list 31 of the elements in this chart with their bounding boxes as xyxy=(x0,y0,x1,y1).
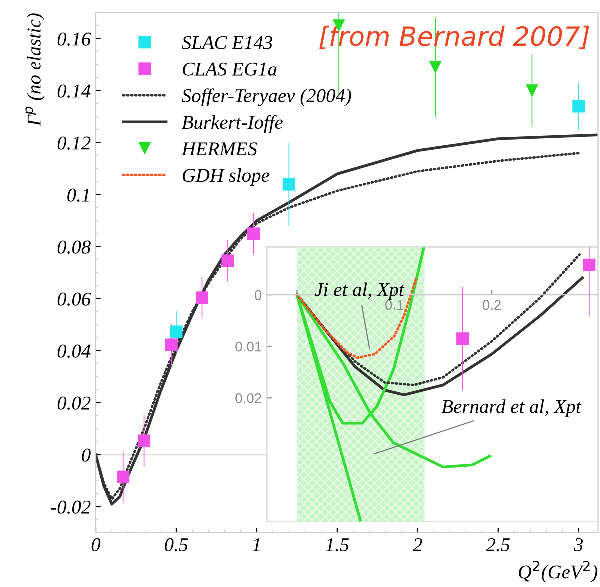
y-tick-label: 0.02 xyxy=(58,396,91,410)
annotation: Ji et al, Xpt xyxy=(314,282,405,300)
y-tick-label: -0.02 xyxy=(51,500,91,514)
y-tick-label: 0.08 xyxy=(58,240,91,254)
y-tick-label: 0 xyxy=(82,448,91,462)
legend-label: Soffer-Teryaev (2004) xyxy=(182,88,352,107)
x-tick-label: 3 xyxy=(574,538,584,552)
x-tick-label: 0.5 xyxy=(165,538,188,552)
y-tick-label: 0.12 xyxy=(58,136,91,150)
y-tick-label: 0.02 xyxy=(236,393,262,404)
legend-label: HERMES xyxy=(182,142,258,156)
legend-label: Burkert-Ioffe xyxy=(182,115,283,134)
x-tick-label: 0.2 xyxy=(482,300,501,310)
x-axis-title: Q$^{2}$(GeV$^{2}$) xyxy=(518,561,598,583)
x-tick-label: 1 xyxy=(252,538,260,552)
legend-label: CLAS EG1a xyxy=(182,62,277,76)
legend-label: GDH slope xyxy=(182,168,270,186)
y-tick-label: 0.16 xyxy=(58,32,92,46)
x-tick-label: 0 xyxy=(92,538,101,552)
y-tick-label: 0.1 xyxy=(68,188,90,202)
x-tick-label: 2.5 xyxy=(486,538,510,552)
x-tick-label: 1.5 xyxy=(326,538,350,552)
legend-label: SLAC E143 xyxy=(182,36,272,50)
y-tick-label: 0.06 xyxy=(58,292,92,306)
y-tick-label: 0 xyxy=(254,290,262,300)
y-tick-label: 0.14 xyxy=(58,84,91,98)
y-axis-title: Γ$^{p}$ (no elastic) xyxy=(26,14,45,126)
x-tick-label: 2 xyxy=(413,538,422,552)
annotation: Bernard et al, Xpt xyxy=(442,400,582,418)
y-tick-label: 0.04 xyxy=(58,344,91,358)
y-tick-label: 0.01 xyxy=(236,342,262,352)
